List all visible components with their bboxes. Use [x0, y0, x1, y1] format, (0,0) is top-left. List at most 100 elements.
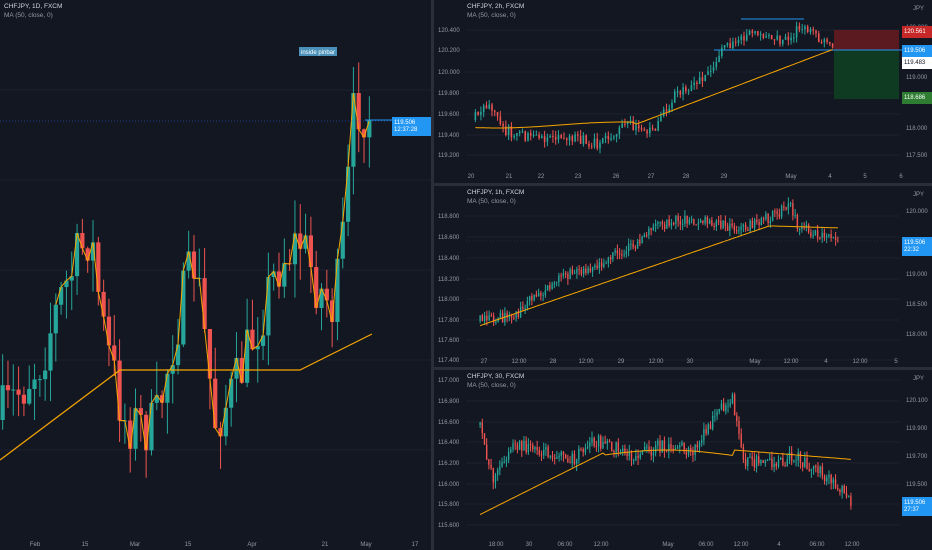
daily-x-label: May [360, 542, 371, 548]
m30-candle [615, 442, 617, 453]
h2-x-label: 27 [648, 174, 655, 180]
h1-candle [747, 229, 749, 231]
daily-candle [271, 271, 276, 278]
daily-candle [138, 408, 143, 415]
h2-candle [521, 131, 524, 133]
h1-chart-canvas[interactable]: 118.800 118.600 118.400 118.200 118.000 117.8… [434, 186, 932, 367]
h1-candle [551, 283, 553, 289]
h1-left-axis-label: 118.600 [438, 235, 460, 241]
h1-candle [722, 220, 724, 229]
m30-candle [742, 446, 745, 460]
m30-candle [575, 459, 578, 465]
h2-candle [488, 104, 491, 109]
h2-candle [574, 134, 576, 142]
h1-candle [776, 211, 778, 214]
m30-candle [479, 422, 481, 425]
h2-candle [718, 56, 720, 62]
h2-currency-label: JPY [913, 6, 924, 12]
h1-candle [738, 229, 740, 231]
h2-candle [790, 37, 792, 41]
h1-candle [821, 232, 823, 239]
h2-candle [535, 134, 538, 136]
h2-chart-canvas[interactable]: 120.400 120.200 120.000 119.800 119.600 119.4… [434, 0, 932, 183]
m30-candle [626, 453, 628, 456]
m30-candle [514, 443, 516, 445]
h2-candle [532, 135, 535, 137]
m30-candle [762, 460, 764, 463]
m30-candle [556, 457, 558, 459]
h2-candle [801, 29, 803, 31]
h1-candle [605, 263, 607, 265]
m30-candle [608, 441, 611, 443]
m30-candle [586, 446, 589, 449]
h1-candle [533, 294, 535, 301]
m30-candle [637, 455, 639, 458]
h1-right-axis-label: 119.000 [906, 272, 928, 278]
h2-candle [646, 130, 648, 134]
h2-left-axis-label: 120.000 [438, 70, 460, 76]
m30-candle [755, 456, 758, 468]
daily-candle [64, 280, 69, 288]
h1-candle [517, 311, 520, 317]
m30-candle [830, 474, 832, 483]
h1-ma-line [479, 225, 838, 327]
h1-chart-pane[interactable]: CHFJPY, 1h, FXCM MA (50, close, 0) 118.8… [434, 186, 932, 367]
m30-x-label: 12:00 [733, 542, 749, 548]
m30-chart-canvas[interactable]: 117.000 116.800 116.600 116.400 116.200 116.0… [434, 370, 932, 550]
m30-chart-pane[interactable]: CHFJPY, 30, FXCM MA (50, close, 0) 117.0… [434, 370, 932, 550]
m30-candle [529, 444, 532, 446]
m30-candle [843, 485, 846, 493]
daily-candle [85, 248, 90, 261]
m30-candle [646, 446, 648, 448]
daily-candle [106, 316, 112, 346]
horizontal-divider-1[interactable] [434, 183, 932, 186]
h2-candle [748, 30, 751, 35]
m30-candle [654, 445, 657, 453]
m30-left-axis-label: 117.000 [438, 378, 460, 384]
m30-candle [481, 422, 483, 434]
h1-candle [711, 220, 713, 226]
h1-left-axis-label: 118.400 [438, 256, 460, 262]
daily-ma-smooth [0, 333, 373, 461]
m30-candle [738, 421, 740, 435]
h1-candle [726, 225, 729, 231]
h2-candle [723, 45, 726, 48]
daily-candle [245, 329, 250, 383]
m30-x-label: 30 [526, 542, 533, 548]
h1-x-label: 5 [894, 359, 898, 365]
h2-candle [698, 77, 701, 84]
h2-candle [793, 37, 795, 39]
h2-legend: CHFJPY, 2h, FXCM MA (50, close, 0) [467, 3, 524, 20]
h1-candle [589, 268, 592, 272]
h1-candle [648, 228, 650, 236]
h2-candle [626, 121, 629, 125]
h1-price-tag-text: 119.506 [904, 240, 926, 246]
m30-candle [729, 403, 731, 406]
m30-candle [483, 433, 486, 445]
m30-candle [639, 454, 641, 458]
h1-candle [819, 237, 821, 239]
h2-candle [496, 112, 499, 117]
h1-candle [562, 273, 565, 276]
h2-candle [815, 30, 817, 34]
h2-candle [543, 136, 546, 142]
h1-candle [594, 265, 596, 268]
daily-candle [335, 258, 340, 323]
vertical-divider[interactable] [431, 0, 434, 550]
daily-candle [308, 235, 313, 268]
h2-candle [615, 134, 618, 137]
horizontal-divider-2[interactable] [434, 367, 932, 370]
daily-chart-pane[interactable]: CHFJPY, 1D, FXCM MA (50, close, 0) insid… [0, 0, 431, 550]
h1-candle [627, 244, 630, 252]
h2-candle [568, 136, 571, 141]
h2-candle [649, 127, 651, 134]
daily-candle [128, 420, 133, 449]
h1-candle [666, 219, 668, 229]
m30-candle [501, 462, 503, 467]
h2-chart-pane[interactable]: CHFJPY, 2h, FXCM MA (50, close, 0) 120.4… [434, 0, 932, 183]
h1-candle [591, 267, 594, 272]
m30-candle [543, 449, 545, 456]
h2-candle [751, 30, 754, 34]
h1-candle [765, 213, 767, 220]
